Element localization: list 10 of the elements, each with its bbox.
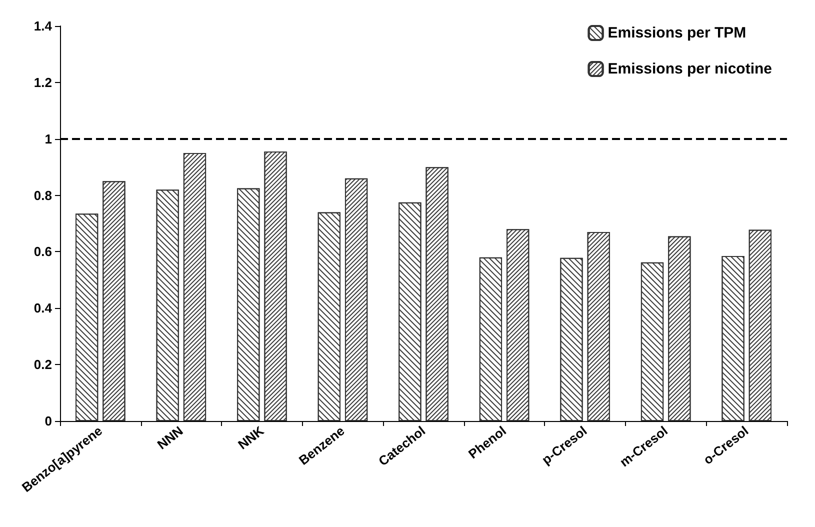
y-tick-label: 1.2 bbox=[34, 74, 52, 90]
y-tick-label: 0 bbox=[44, 414, 52, 428]
y-tick-label: 1.4 bbox=[34, 18, 53, 34]
y-tick-label: 0.8 bbox=[34, 188, 52, 203]
y-tick-label: 0.2 bbox=[34, 357, 52, 372]
y-tick-label: 0.6 bbox=[34, 244, 52, 260]
legend-label: Emissions per TPM bbox=[608, 24, 746, 42]
legend-label: Emissions per nicotine bbox=[608, 60, 772, 78]
y-tick-label: 1 bbox=[44, 131, 52, 146]
y-tick-label: 0.4 bbox=[34, 300, 53, 316]
